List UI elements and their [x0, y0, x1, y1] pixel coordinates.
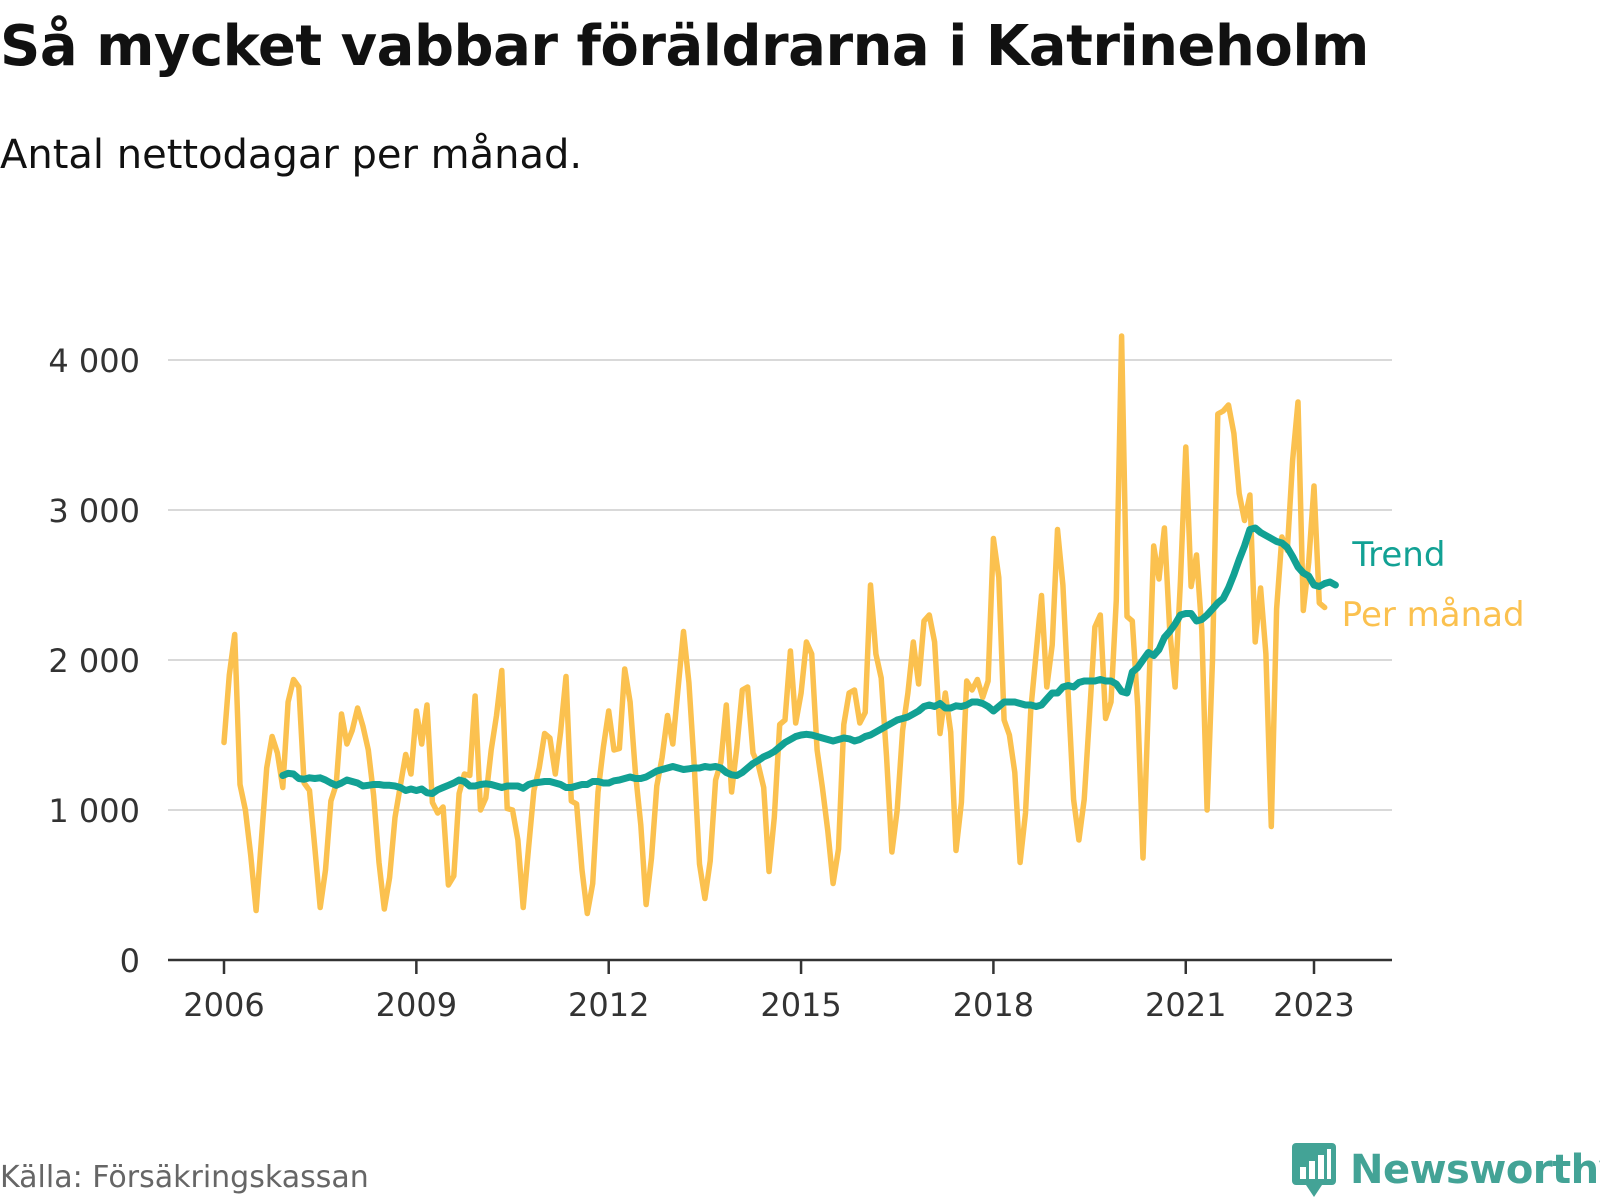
x-tick-label: 2023 — [1273, 986, 1354, 1024]
x-tick-label: 2015 — [760, 986, 841, 1024]
y-tick-label: 2 000 — [48, 642, 140, 680]
y-axis: 0 1 000 2 000 3 000 4 000 — [48, 342, 140, 980]
series-lines — [221, 333, 1339, 917]
chart-subtitle: Antal nettodagar per månad. — [0, 132, 583, 178]
monthly-series-label: Per månad — [1342, 595, 1525, 635]
x-tick-label: 2006 — [183, 986, 264, 1024]
y-tick-label: 0 — [120, 942, 140, 980]
y-tick-label: 3 000 — [48, 492, 140, 530]
y-tick-label: 4 000 — [48, 342, 140, 380]
newsworthy-logo-icon — [1292, 1143, 1336, 1197]
x-tick-label: 2021 — [1145, 986, 1226, 1024]
monthly-line — [221, 333, 1328, 917]
series-labels: Per månad Trend — [1342, 535, 1525, 635]
chart-title: Så mycket vabbar föräldrarna i Katrineho… — [0, 14, 1369, 79]
trend-line — [279, 524, 1339, 797]
source-note: Källa: Försäkringskassan — [0, 1160, 369, 1195]
x-axis: 2006 2009 2012 2015 2018 2021 2023 — [168, 958, 1392, 1024]
brand-logo: Newsworthy — [1292, 1140, 1600, 1200]
trend-series-label: Trend — [1351, 535, 1445, 575]
y-tick-label: 1 000 — [48, 792, 140, 830]
x-tick-label: 2009 — [376, 986, 457, 1024]
x-tick-label: 2018 — [953, 986, 1034, 1024]
x-tick-label: 2012 — [568, 986, 649, 1024]
brand-name: Newsworthy — [1350, 1147, 1600, 1193]
